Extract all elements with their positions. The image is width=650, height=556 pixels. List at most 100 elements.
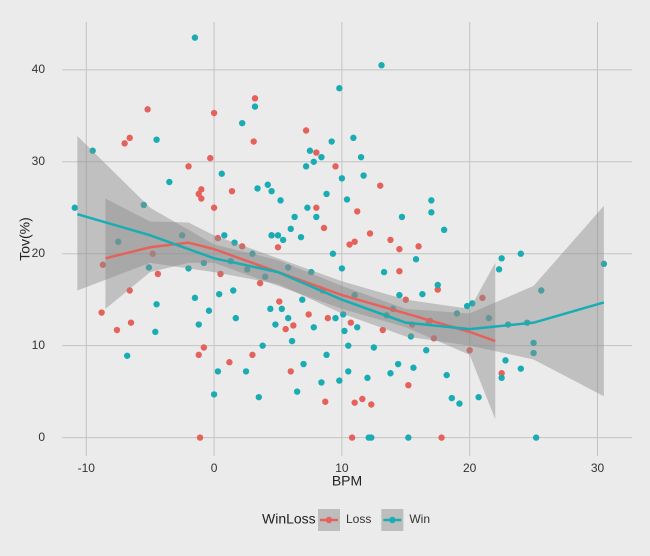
point: [302, 163, 310, 170]
legend-dot: [389, 516, 396, 524]
y-tick-label: 30: [32, 154, 46, 168]
legend-dot: [325, 516, 333, 524]
point: [268, 232, 275, 239]
point: [218, 170, 225, 177]
point: [530, 349, 537, 357]
point: [195, 351, 202, 359]
point: [343, 196, 351, 203]
point: [299, 296, 306, 303]
point: [113, 326, 121, 334]
point: [89, 147, 96, 154]
point: [277, 197, 284, 204]
point: [387, 370, 394, 377]
point: [475, 393, 482, 401]
point: [430, 335, 438, 342]
point: [456, 400, 463, 407]
point: [185, 163, 192, 170]
point: [297, 233, 305, 241]
point: [364, 374, 371, 382]
point: [368, 401, 375, 408]
point: [249, 351, 256, 359]
point: [306, 147, 314, 154]
point: [354, 208, 361, 215]
point: [145, 264, 153, 271]
point: [318, 153, 325, 161]
point: [123, 352, 131, 359]
point: [398, 213, 406, 221]
point: [210, 391, 218, 398]
point: [351, 399, 358, 406]
point: [279, 236, 287, 244]
point: [434, 281, 441, 289]
point: [310, 158, 317, 165]
point: [259, 342, 266, 349]
point: [443, 371, 450, 379]
point: [332, 314, 339, 322]
point: [285, 314, 292, 322]
point: [463, 302, 471, 310]
point: [198, 186, 205, 193]
x-tick-label: 20: [463, 461, 477, 475]
point: [498, 255, 505, 262]
point: [166, 178, 173, 186]
point: [291, 213, 298, 221]
point: [228, 187, 236, 195]
point: [532, 434, 540, 441]
legend-label: Loss: [346, 512, 371, 526]
point: [285, 264, 292, 271]
point: [318, 379, 325, 386]
point: [423, 347, 430, 354]
x-tick-label: -10: [78, 461, 96, 475]
point: [320, 224, 328, 232]
point: [412, 256, 420, 263]
point: [380, 268, 388, 276]
point: [267, 305, 274, 313]
point: [268, 187, 275, 195]
point: [214, 368, 222, 375]
point: [394, 360, 402, 368]
point: [126, 287, 133, 294]
point: [338, 175, 346, 182]
point: [600, 260, 608, 268]
smooth-line: [76, 212, 605, 331]
x-tick-label: 0: [211, 461, 218, 475]
point: [485, 314, 493, 322]
point: [498, 370, 505, 377]
point: [98, 309, 105, 316]
point: [329, 250, 337, 257]
point: [405, 434, 412, 441]
point: [195, 321, 202, 328]
point: [288, 337, 296, 345]
point: [304, 204, 311, 211]
point: [287, 368, 294, 375]
point: [348, 434, 356, 441]
point: [440, 226, 448, 234]
y-tick-label: 0: [38, 430, 45, 444]
point: [207, 154, 214, 162]
point: [308, 268, 315, 276]
point: [251, 103, 259, 110]
point: [332, 163, 339, 170]
point: [354, 324, 361, 331]
point: [328, 138, 335, 145]
point: [221, 232, 228, 239]
point: [502, 357, 509, 364]
point: [387, 236, 394, 244]
point: [357, 153, 365, 161]
point: [300, 360, 307, 368]
point: [313, 213, 320, 221]
point: [154, 270, 162, 278]
point: [341, 327, 348, 335]
point: [428, 209, 435, 216]
y-tick-label: 10: [32, 338, 46, 352]
point: [378, 62, 385, 69]
point: [305, 311, 312, 318]
point: [126, 134, 133, 142]
point: [313, 204, 320, 211]
point: [217, 270, 224, 278]
x-axis-label: BPM: [332, 473, 362, 489]
point: [214, 234, 222, 242]
point: [262, 273, 269, 280]
y-tick-label: 20: [32, 246, 46, 260]
